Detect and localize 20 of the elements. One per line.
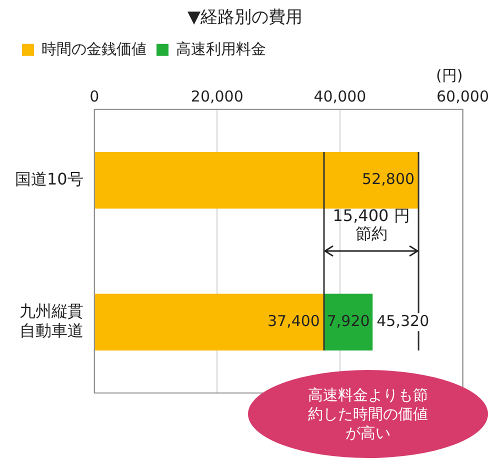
x-tick-label: 60,000 xyxy=(436,87,490,106)
y-tick-label: 九州縦貫自動車道 xyxy=(19,302,84,340)
callout-ellipse: 高速料金よりも節約した時間の価値が高い xyxy=(248,370,488,458)
bar xyxy=(94,294,324,350)
bar xyxy=(324,294,373,350)
data-label: 37,400 xyxy=(267,312,320,330)
legend-label: 高速利用料金 xyxy=(176,40,266,58)
x-tick-label: 40,000 xyxy=(314,87,366,106)
chart-title: ▼経路別の費用 xyxy=(187,8,303,28)
annotation: 15,400 円節約 xyxy=(332,206,411,244)
x-axis-title: (円) xyxy=(436,66,463,84)
x-tick-label: 20,000 xyxy=(190,87,244,106)
data-label: 52,800 xyxy=(362,170,415,188)
bar xyxy=(94,152,419,209)
legend-label: 時間の金銭価値 xyxy=(42,40,146,58)
y-tick-label: 国道10号 xyxy=(15,169,84,188)
data-label: 7,920 xyxy=(326,312,370,330)
annotation: 高速料金よりも節約した時間の価値が高い xyxy=(307,386,429,442)
x-tick-label: 0 xyxy=(90,87,100,106)
total-label: 45,320 xyxy=(376,312,430,330)
